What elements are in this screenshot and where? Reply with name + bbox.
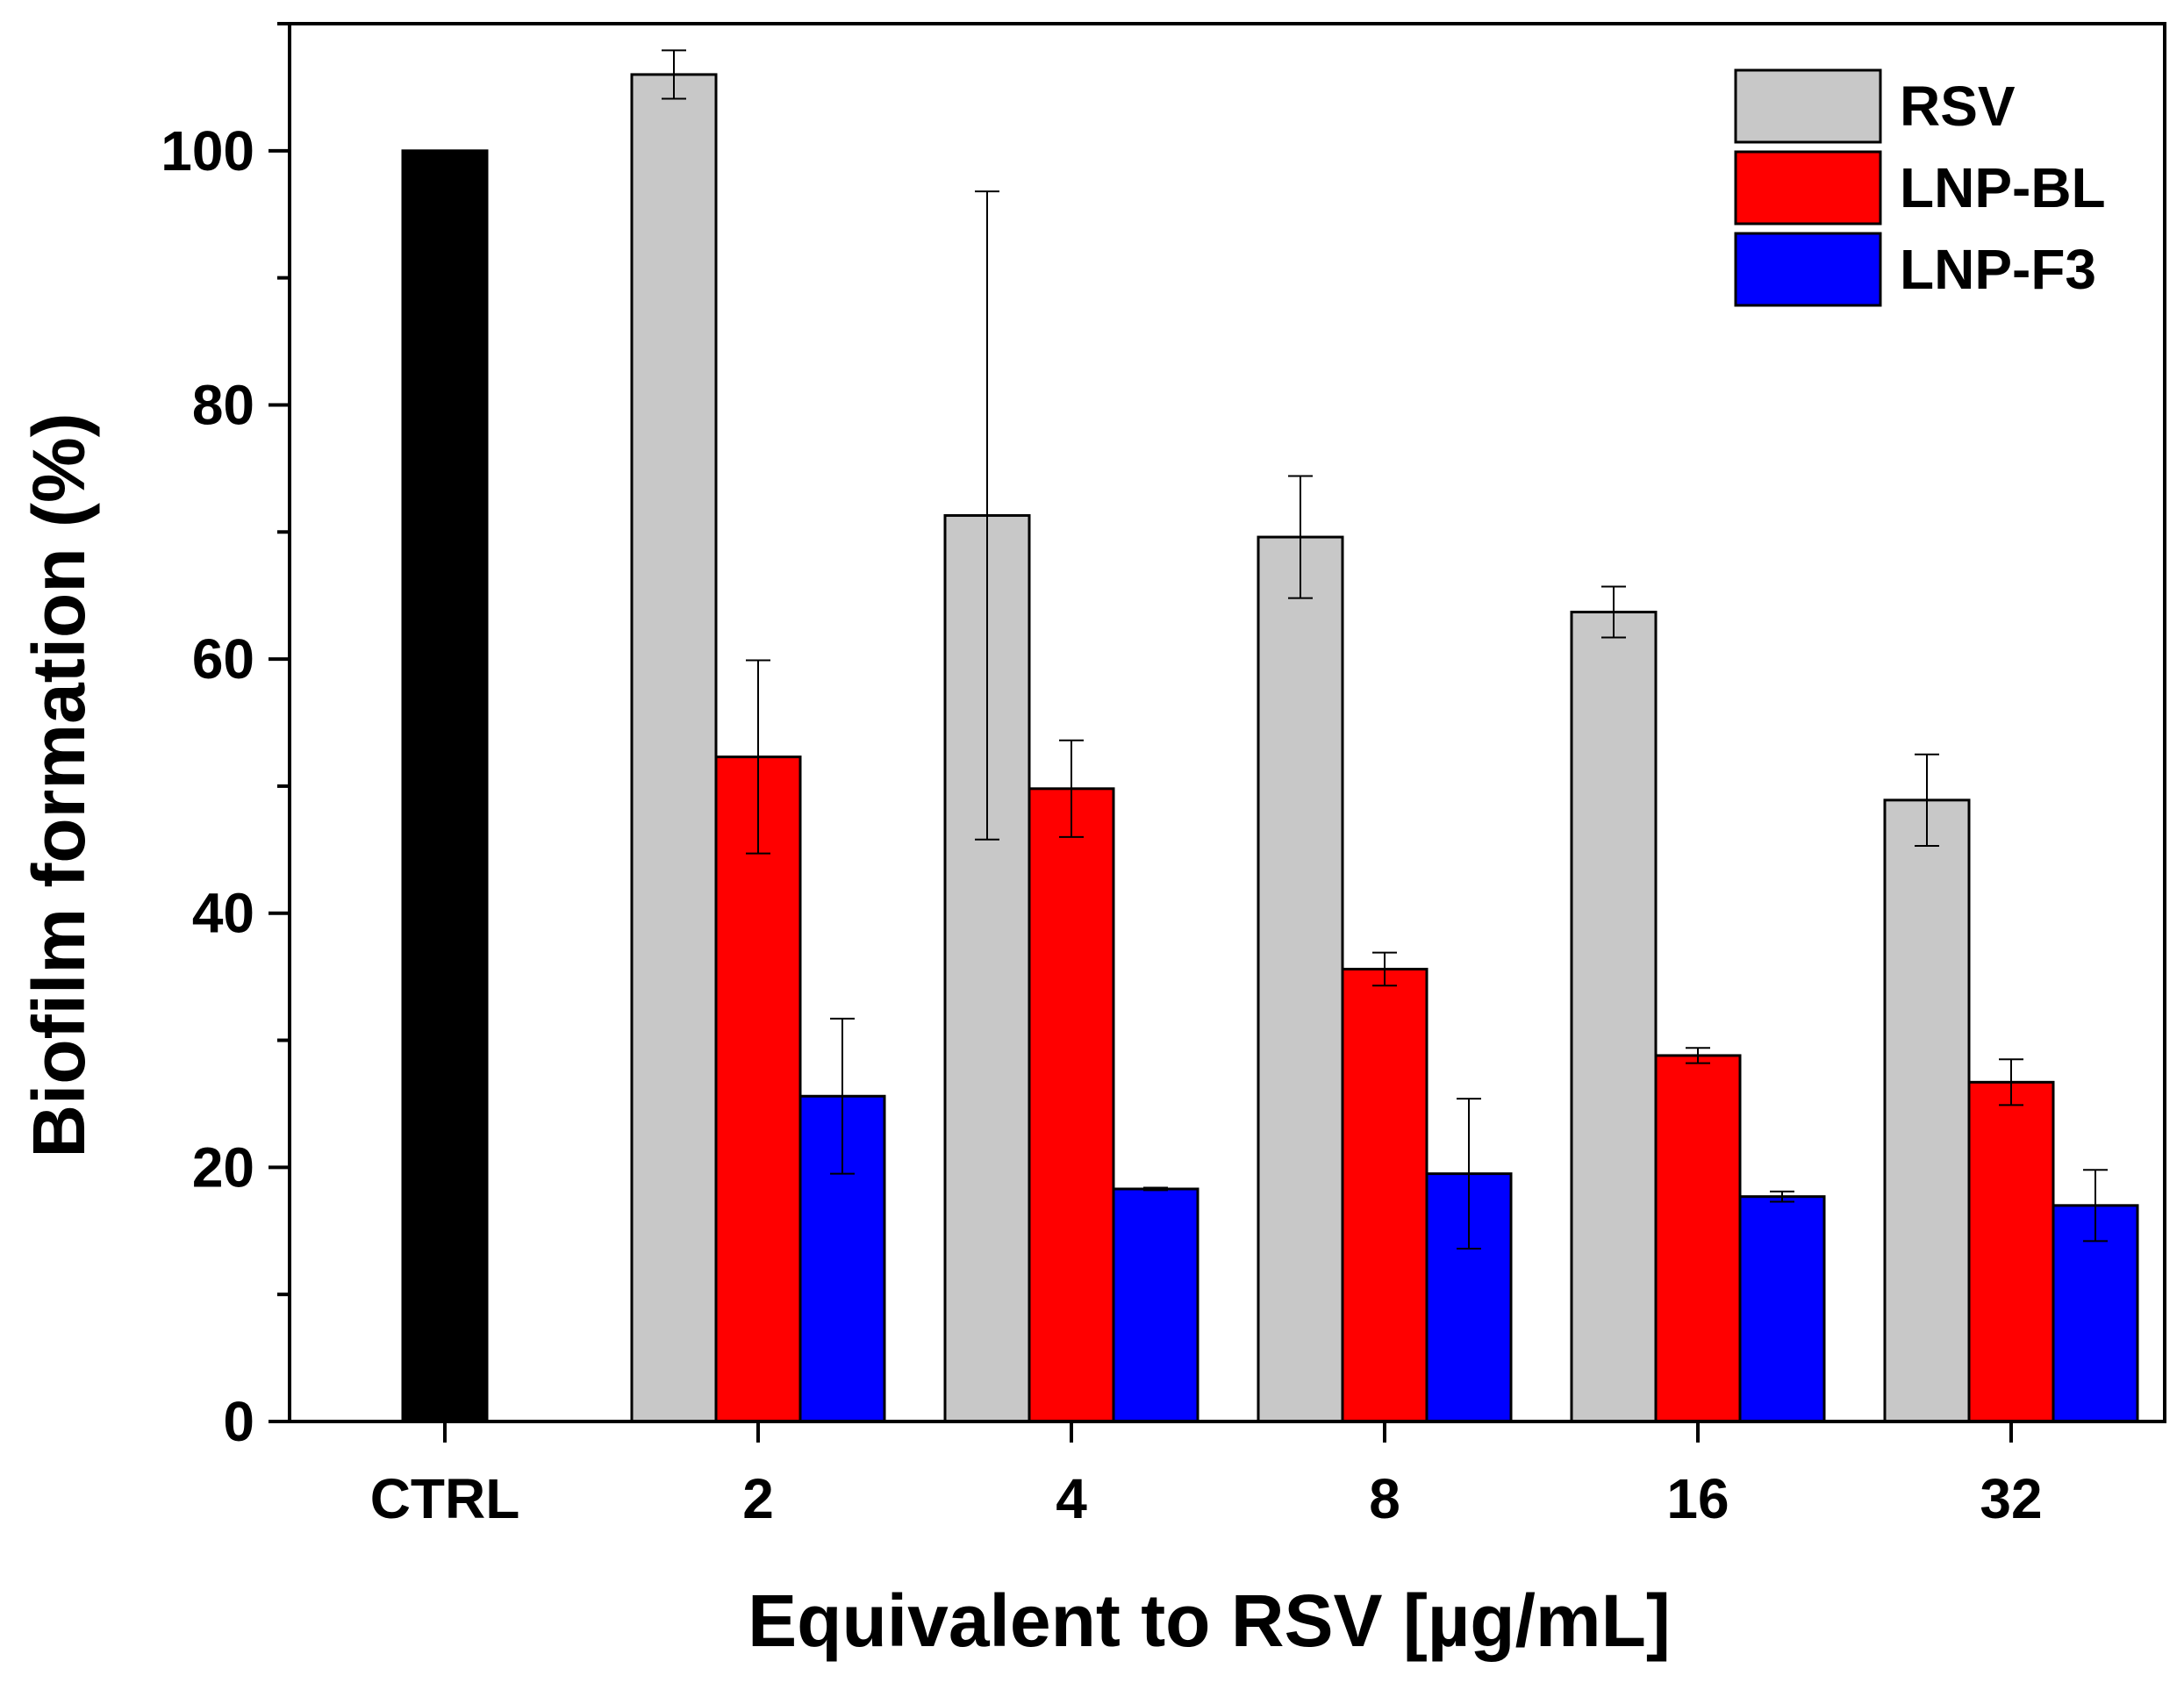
axes: Equivalent to RSV [µg/mL] Biofilm format… bbox=[18, 22, 2166, 1662]
bar-lnp-bl-16 bbox=[1654, 1054, 1742, 1423]
bar-ctrl bbox=[401, 149, 489, 1423]
y-axis-title: Biofilm formation (%) bbox=[18, 412, 100, 1157]
legend-swatch-lnp-bl bbox=[1734, 150, 1882, 226]
bar-rsv-2 bbox=[630, 73, 718, 1423]
bar-rsv-16 bbox=[1570, 611, 1658, 1423]
y-tick-label: 80 bbox=[192, 373, 254, 436]
x-tick-label: 4 bbox=[1056, 1467, 1087, 1530]
legend-swatch-lnp-f3 bbox=[1734, 232, 1882, 307]
x-tick-label: 2 bbox=[742, 1467, 774, 1530]
bar-lnp-bl-32 bbox=[1967, 1080, 2055, 1423]
plot-area bbox=[401, 49, 2139, 1423]
y-tick-label: 0 bbox=[223, 1390, 254, 1453]
bar-lnp-bl-2 bbox=[714, 755, 802, 1423]
y-tick-label: 40 bbox=[192, 882, 254, 945]
x-axis-title: Equivalent to RSV [µg/mL] bbox=[748, 1579, 1671, 1662]
bar-lnp-bl-8 bbox=[1341, 967, 1429, 1423]
y-tick-label: 100 bbox=[161, 119, 254, 183]
y-tick-label: 60 bbox=[192, 627, 254, 691]
bar-lnp-f3-16 bbox=[1738, 1195, 1826, 1423]
plot-frame bbox=[288, 22, 2166, 1423]
bar-rsv-8 bbox=[1257, 535, 1344, 1423]
bar-lnp-f3-4 bbox=[1112, 1187, 1199, 1423]
y-tick-label: 20 bbox=[192, 1135, 254, 1199]
legend-label: LNP-F3 bbox=[1900, 238, 2096, 301]
legend-label: LNP-BL bbox=[1900, 156, 2106, 219]
x-tick-label: 16 bbox=[1666, 1467, 1729, 1530]
x-tick-label: CTRL bbox=[370, 1467, 520, 1530]
bar-rsv-32 bbox=[1883, 798, 1971, 1423]
legend: RSV LNP-BL LNP-F3 bbox=[1734, 68, 2106, 307]
legend-swatch-rsv bbox=[1734, 68, 1882, 144]
x-tick-label: 32 bbox=[1980, 1467, 2042, 1530]
legend-label: RSV bbox=[1900, 75, 2016, 138]
x-tick-label: 8 bbox=[1369, 1467, 1400, 1530]
bar-lnp-bl-4 bbox=[1028, 787, 1115, 1423]
